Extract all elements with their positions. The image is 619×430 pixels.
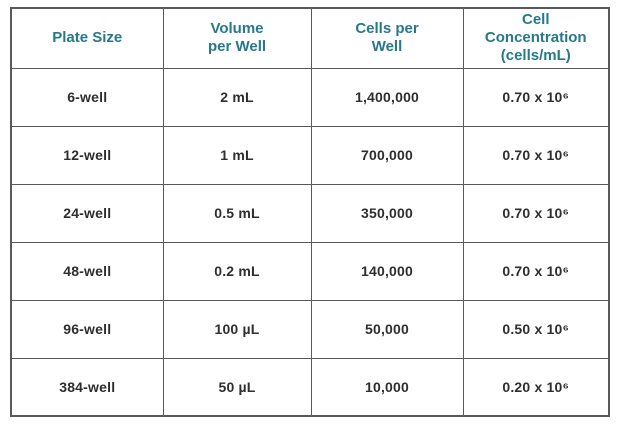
column-header-cell-concentration: Cell Concentration (cells/mL) bbox=[462, 7, 610, 69]
plate-seeding-table: Plate Size Volume per Well Cells per Wel… bbox=[10, 7, 610, 417]
table-row: 96-well 100 µL 50,000 0.50 x 10⁶ bbox=[10, 299, 610, 359]
column-header-cells-per-well: Cells per Well bbox=[310, 7, 464, 69]
cell-concentration: 0.70 x 10⁶ bbox=[462, 241, 610, 301]
table-header: Plate Size Volume per Well Cells per Wel… bbox=[10, 7, 610, 69]
cell-cells: 140,000 bbox=[310, 241, 464, 301]
cell-volume: 2 mL bbox=[162, 67, 312, 127]
table-body: 6-well 2 mL 1,400,000 0.70 x 10⁶ 12-well… bbox=[10, 67, 610, 417]
table-row: 24-well 0.5 mL 350,000 0.70 x 10⁶ bbox=[10, 183, 610, 243]
cell-concentration: 0.50 x 10⁶ bbox=[462, 299, 610, 359]
cell-concentration: 0.70 x 10⁶ bbox=[462, 125, 610, 185]
cell-volume: 0.5 mL bbox=[162, 183, 312, 243]
table-row: 12-well 1 mL 700,000 0.70 x 10⁶ bbox=[10, 125, 610, 185]
cell-cells: 1,400,000 bbox=[310, 67, 464, 127]
cell-concentration: 0.70 x 10⁶ bbox=[462, 67, 610, 127]
cell-plate-size: 24-well bbox=[10, 183, 164, 243]
table-row: 6-well 2 mL 1,400,000 0.70 x 10⁶ bbox=[10, 67, 610, 127]
cell-cells: 50,000 bbox=[310, 299, 464, 359]
cell-concentration: 0.70 x 10⁶ bbox=[462, 183, 610, 243]
cell-cells: 700,000 bbox=[310, 125, 464, 185]
column-header-volume-per-well: Volume per Well bbox=[162, 7, 312, 69]
cell-plate-size: 48-well bbox=[10, 241, 164, 301]
header-row: Plate Size Volume per Well Cells per Wel… bbox=[10, 7, 610, 69]
table-row: 384-well 50 µL 10,000 0.20 x 10⁶ bbox=[10, 357, 610, 417]
column-header-plate-size: Plate Size bbox=[10, 7, 164, 69]
cell-volume: 1 mL bbox=[162, 125, 312, 185]
cell-plate-size: 384-well bbox=[10, 357, 164, 417]
cell-concentration: 0.20 x 10⁶ bbox=[462, 357, 610, 417]
cell-plate-size: 96-well bbox=[10, 299, 164, 359]
cell-volume: 100 µL bbox=[162, 299, 312, 359]
cell-volume: 50 µL bbox=[162, 357, 312, 417]
cell-plate-size: 6-well bbox=[10, 67, 164, 127]
cell-cells: 10,000 bbox=[310, 357, 464, 417]
table-row: 48-well 0.2 mL 140,000 0.70 x 10⁶ bbox=[10, 241, 610, 301]
cell-volume: 0.2 mL bbox=[162, 241, 312, 301]
cell-plate-size: 12-well bbox=[10, 125, 164, 185]
cell-cells: 350,000 bbox=[310, 183, 464, 243]
